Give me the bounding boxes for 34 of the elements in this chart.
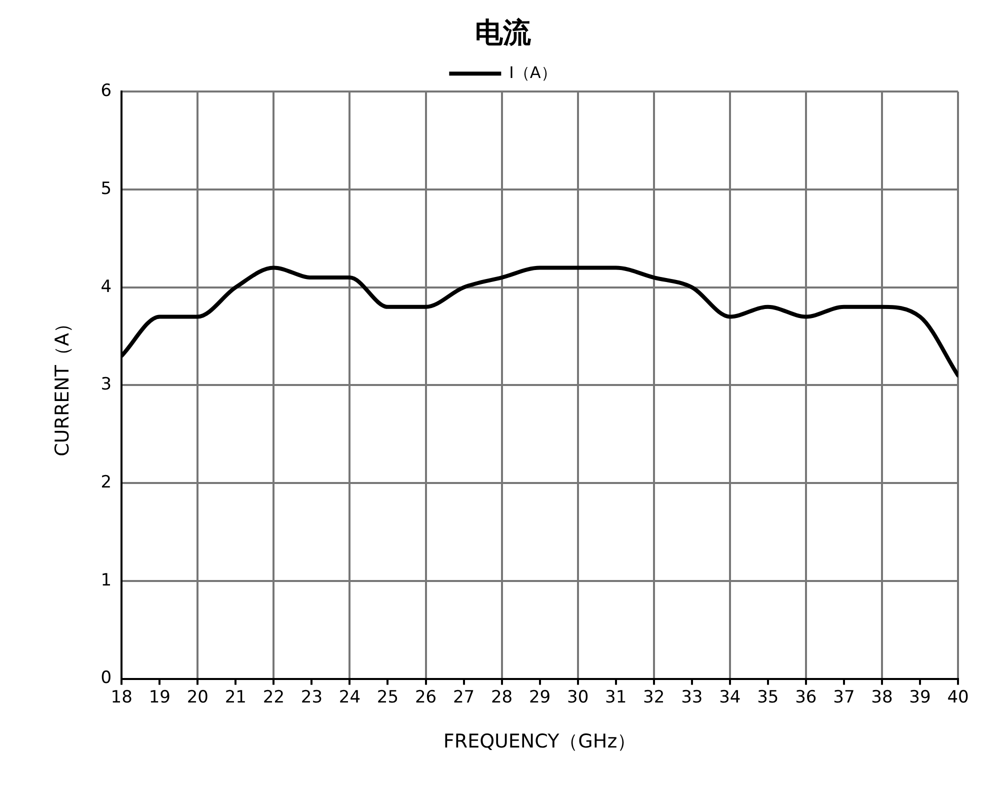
x-tick-label: 29 — [528, 687, 551, 708]
x-axis-title: FREQUENCY（GHz） — [443, 730, 636, 753]
x-tick-label: 25 — [376, 687, 399, 708]
y-tick-label: 1 — [100, 570, 112, 590]
y-tick-label: 4 — [100, 276, 112, 297]
x-tick-label: 28 — [490, 687, 513, 708]
x-tick-label: 30 — [567, 687, 589, 708]
x-tick-label: 19 — [148, 687, 170, 708]
x-tick-label: 33 — [681, 687, 703, 708]
y-tick-label: 3 — [100, 374, 112, 395]
y-tick-label: 6 — [100, 81, 112, 102]
x-tick-label: 40 — [947, 687, 969, 708]
x-tick-label: 18 — [110, 687, 132, 708]
x-tick-label: 24 — [338, 687, 361, 708]
x-tick-label: 26 — [414, 687, 437, 708]
legend-label: I（A） — [509, 62, 557, 82]
x-tick-label: 22 — [262, 687, 285, 708]
y-axis-title: CURRENT（A） — [51, 314, 74, 456]
x-tick-label: 27 — [452, 687, 475, 708]
x-tick-label: 36 — [795, 687, 817, 708]
y-tick-label: 5 — [100, 178, 112, 199]
x-tick-label: 23 — [300, 687, 323, 708]
x-tick-label: 37 — [833, 687, 855, 708]
chart-title: 电流 — [475, 16, 532, 50]
x-tick-label: 21 — [224, 687, 246, 708]
y-tick-label: 0 — [100, 668, 112, 688]
x-tick-label: 39 — [909, 687, 931, 708]
x-tick-label: 35 — [757, 687, 779, 708]
x-tick-label: 38 — [871, 687, 893, 708]
x-tick-label: 31 — [605, 687, 627, 708]
x-tick-label: 34 — [719, 687, 741, 708]
x-tick-label: 20 — [186, 687, 208, 708]
x-tick-label: 32 — [643, 687, 665, 708]
y-tick-label: 2 — [100, 472, 112, 492]
